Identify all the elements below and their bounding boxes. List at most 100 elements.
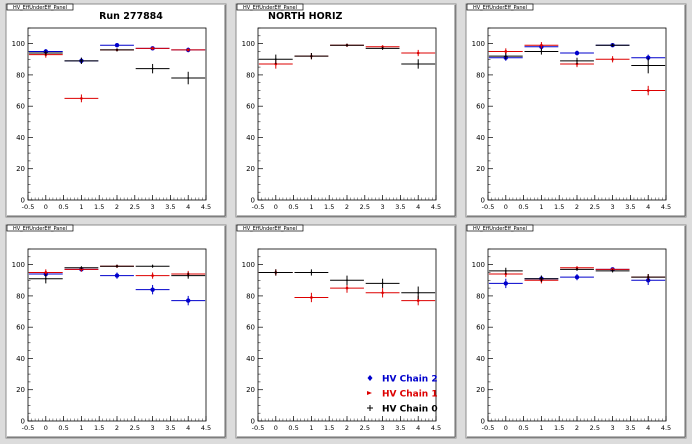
x-tick-label: 1 — [79, 203, 83, 211]
y-tick-label: 60 — [16, 103, 25, 111]
y-tick-label: 40 — [246, 134, 255, 142]
x-tick-label: 2 — [345, 203, 349, 211]
x-tick-label: 1 — [309, 424, 313, 432]
x-tick-label: -0.5 — [22, 424, 35, 432]
data-point — [187, 77, 190, 79]
panel-title-box — [6, 3, 74, 11]
x-tick-label: 3.5 — [165, 203, 175, 211]
x-tick-label: 3.5 — [395, 424, 405, 432]
data-point — [44, 277, 47, 280]
x-tick-label: 0.5 — [518, 424, 528, 432]
panel-frame — [235, 3, 457, 218]
x-tick-label: 0.5 — [288, 424, 298, 432]
data-point — [80, 59, 83, 62]
x-tick-label: 3.5 — [625, 203, 635, 211]
x-tick-label: 2 — [575, 424, 579, 432]
x-tick-label: 4.5 — [661, 203, 671, 211]
x-tick-label: 3.5 — [395, 203, 405, 211]
y-tick-label: 40 — [16, 134, 25, 142]
data-point — [187, 274, 190, 277]
y-tick-label: 60 — [476, 103, 485, 111]
x-tick-label: 2.5 — [130, 203, 140, 211]
x-tick-label: 3 — [611, 203, 615, 211]
x-tick-label: 4.5 — [431, 424, 441, 432]
legend-label-1: HV Chain 1 — [382, 390, 438, 400]
x-tick-label: 3 — [381, 424, 385, 432]
data-point — [116, 265, 118, 268]
y-tick-label: 40 — [476, 134, 485, 142]
data-point — [647, 64, 650, 67]
panel-frame — [5, 3, 227, 218]
y-tick-label: 20 — [476, 386, 485, 394]
x-tick-label: 0 — [504, 203, 508, 211]
y-tick-label: 40 — [246, 355, 255, 363]
x-tick-label: 3 — [151, 424, 155, 432]
y-tick-label: 60 — [476, 324, 485, 332]
panel-frame — [465, 224, 687, 439]
y-tick-label: 0 — [21, 197, 25, 205]
x-tick-label: 4.5 — [201, 424, 211, 432]
panel-title: HV_EffUnderEff_Panel — [243, 226, 297, 232]
panel-label: Run 277884 — [99, 11, 163, 22]
y-tick-label: 0 — [481, 418, 485, 426]
panel-title-box — [466, 3, 534, 11]
data-point — [151, 265, 154, 268]
legend-label-0: HV Chain 2 — [382, 375, 438, 385]
legend-marker-1 — [367, 391, 372, 395]
x-tick-label: 0 — [274, 424, 278, 432]
y-tick-label: 80 — [246, 292, 255, 300]
legend-label-2: HV Chain 0 — [382, 405, 438, 415]
x-tick-label: 3 — [381, 203, 385, 211]
panel-title: HV_EffUnderEff_Panel — [13, 5, 67, 11]
x-tick-label: 0.5 — [58, 424, 68, 432]
data-point — [504, 55, 507, 58]
x-tick-label: 4 — [186, 424, 190, 432]
x-tick-label: 3.5 — [165, 424, 175, 432]
y-tick-label: 80 — [246, 71, 255, 79]
data-point — [44, 271, 48, 274]
y-tick-label: 20 — [16, 165, 25, 173]
data-point — [416, 51, 420, 55]
data-point — [416, 299, 420, 302]
y-tick-label: 40 — [16, 355, 25, 363]
y-tick-label: 60 — [246, 324, 255, 332]
x-tick-label: 3 — [611, 424, 615, 432]
x-tick-label: 4 — [646, 203, 650, 211]
data-point — [346, 279, 348, 282]
x-tick-label: 2.5 — [360, 424, 370, 432]
data-point — [504, 269, 507, 272]
data-point — [417, 63, 420, 65]
panel-title-box — [236, 3, 304, 11]
x-tick-label: -0.5 — [22, 203, 35, 211]
panel-frame — [235, 224, 457, 439]
x-tick-label: 1 — [539, 203, 543, 211]
y-tick-label: 60 — [16, 324, 25, 332]
x-tick-label: 0 — [274, 203, 278, 211]
x-tick-label: 4 — [416, 424, 420, 432]
y-tick-label: 20 — [246, 386, 255, 394]
y-tick-label: 100 — [472, 261, 485, 269]
data-point — [540, 277, 543, 280]
y-tick-label: 100 — [242, 40, 255, 48]
data-point — [611, 269, 614, 272]
data-point — [116, 48, 118, 51]
x-tick-label: 1.5 — [324, 424, 334, 432]
data-point — [186, 48, 190, 52]
data-point — [381, 47, 384, 50]
panel-frame — [5, 224, 227, 439]
x-tick-label: -0.5 — [252, 424, 265, 432]
panel-title-box — [466, 224, 534, 232]
data-point — [646, 89, 650, 92]
x-tick-label: 2 — [575, 203, 579, 211]
y-tick-label: 40 — [476, 355, 485, 363]
y-tick-label: 0 — [481, 197, 485, 205]
x-tick-label: 0.5 — [518, 203, 528, 211]
y-tick-label: 80 — [16, 71, 25, 79]
data-point — [540, 43, 543, 47]
legend-marker-0 — [367, 375, 373, 381]
data-point — [576, 268, 578, 271]
